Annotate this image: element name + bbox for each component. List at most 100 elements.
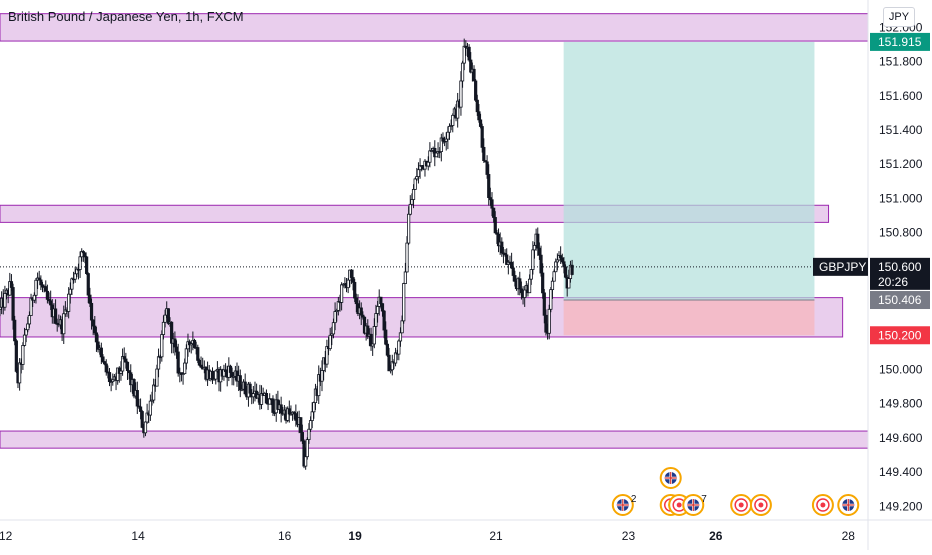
candle-body [24,329,28,336]
candle-body [228,365,233,373]
candle-body [49,300,53,306]
candle-body [451,114,455,126]
currency-button[interactable]: JPY [883,7,915,27]
candle-body [428,150,432,163]
candle-body [403,271,407,284]
candle-body [361,314,365,318]
candle-body [196,347,200,361]
price-axis[interactable]: 152.000151.800151.600151.400151.200151.0… [813,0,930,550]
candle-body [354,297,358,305]
candle-body [62,313,66,335]
candle-body [382,310,386,331]
x-tick-label: 14 [131,529,145,543]
candle-body [39,279,43,286]
candle-body [349,269,354,278]
candle-body [500,241,504,254]
x-tick-label: 19 [348,529,362,543]
candle-body [570,264,574,275]
event-dot-center [758,502,764,508]
candle-body [439,137,443,152]
target-area [563,41,815,301]
candle-body [148,400,152,416]
candle-body [374,313,378,327]
candle-body [340,284,344,303]
candle-body [379,296,383,305]
candle-body [214,370,218,380]
candle-body [104,363,108,373]
y-tick-label: 149.600 [879,431,923,445]
candle-body [184,348,188,364]
candle-body [210,370,215,381]
candle-body [560,257,564,263]
candle-body [243,381,247,395]
candle-body [91,319,95,327]
candle-body [197,359,202,366]
x-tick-label: 23 [622,529,636,543]
candle-body [27,315,32,325]
candle-body [397,340,401,355]
stop-price-label-text: 150.200 [878,328,922,342]
y-tick-label: 151.400 [879,123,923,137]
candle-body [259,393,264,405]
candle-body [325,346,329,365]
time-axis[interactable]: 12 14 16 19 21 23 26 28 [0,519,932,543]
candle-body [34,279,38,296]
y-tick-label: 151.800 [879,55,923,69]
candles-layer [0,38,574,470]
candle-body [532,244,537,251]
candle-body [85,256,89,274]
event-dot-center [820,502,826,508]
candle-body [170,321,174,344]
candle-body [83,252,87,258]
candle-body [416,169,421,178]
candle-body [511,267,515,276]
candle-body [375,306,380,314]
event-count: 7 [701,494,707,505]
candle-body [271,398,275,413]
candle-body [550,280,555,291]
candle-body [398,332,403,342]
event-count: 2 [631,494,637,505]
candle-body [447,125,452,133]
y-tick-label: 151.200 [879,157,923,171]
candle-body [32,294,36,301]
candle-body [67,293,71,312]
candle-body [53,308,58,324]
entry-price-label-text: 150.406 [878,293,922,307]
candle-body [410,199,414,205]
candle-body [192,339,197,349]
candle-body [9,281,14,288]
candle-body [320,370,324,382]
candle-body [107,372,112,383]
candle-body [387,354,391,372]
candle-body [426,161,430,167]
candle-body [472,68,476,82]
candle-body [81,251,85,254]
candle-body [14,340,18,372]
candle-body [68,288,72,295]
candle-body [78,256,82,270]
candle-body [359,307,363,316]
candle-body [18,362,22,384]
candle-body [563,266,568,278]
candle-body [312,402,316,413]
candle-body [372,326,376,345]
candle-body [411,188,416,200]
event-dot-center [676,502,682,508]
candle-body [89,302,94,321]
candle-body [380,303,385,312]
x-tick-label: 28 [842,529,856,543]
y-tick-label: 149.800 [879,397,923,411]
candle-body [161,321,166,335]
position-tool[interactable] [563,41,815,336]
candle-body [505,254,509,265]
candle-body [333,311,337,324]
candle-body [138,406,143,412]
candle-body [541,272,545,294]
event-icons[interactable]: 297 [611,467,860,516]
candle-body [135,390,139,407]
candle-body [531,249,535,270]
candle-body [125,361,130,372]
